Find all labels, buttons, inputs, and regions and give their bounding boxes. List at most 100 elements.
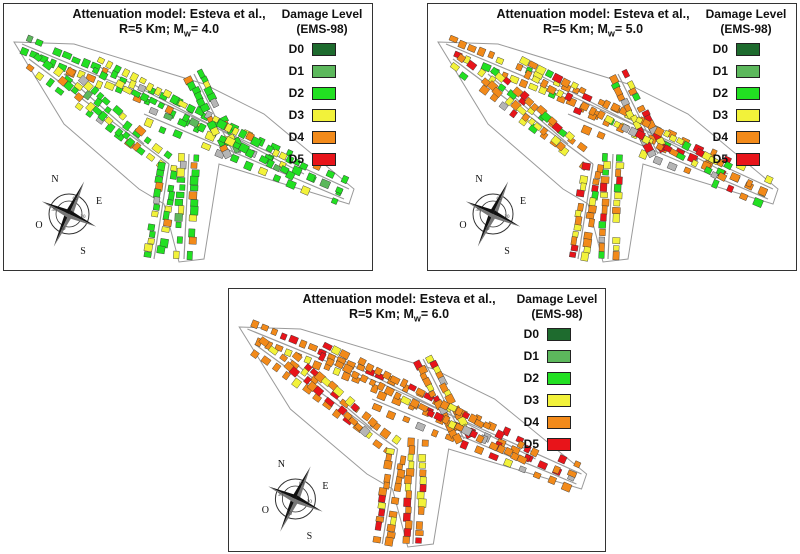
map-panel-mw6: N E S O 60 30 60 30 Attenuation model: Esteva e… <box>228 288 606 552</box>
building-d4 <box>610 102 621 113</box>
building-d4 <box>65 66 77 78</box>
building-unclassified <box>415 421 426 432</box>
building-d2 <box>189 184 199 192</box>
building-unclassified <box>359 425 371 438</box>
building-d3 <box>177 153 185 162</box>
building-d5 <box>621 68 631 79</box>
building-d4 <box>311 360 322 371</box>
damage-legend: Damage Level (EMS-98) D0 D1 D2 D3 D4 D5 <box>509 292 605 454</box>
building-d4 <box>524 96 535 107</box>
building-d4 <box>580 124 593 136</box>
building-d4 <box>260 323 270 332</box>
building-d4 <box>602 99 612 110</box>
building-d4 <box>405 506 412 514</box>
building-d3 <box>508 74 520 85</box>
town-outline <box>238 326 588 548</box>
legend-item-d2: D2 <box>274 83 370 103</box>
legend-item-d3: D3 <box>698 105 794 125</box>
building-d2 <box>330 197 339 205</box>
legend-item-d3: D3 <box>509 390 605 410</box>
building-d4 <box>592 178 600 186</box>
building-d4 <box>419 469 427 477</box>
building-d4 <box>576 141 588 153</box>
building-d3 <box>224 122 234 133</box>
compass-point <box>268 486 298 499</box>
building-d3 <box>535 64 547 76</box>
legend-swatch <box>736 152 760 166</box>
building-d4 <box>404 475 412 485</box>
legend-swatch <box>547 415 571 429</box>
legend-swatch <box>736 42 760 56</box>
building-d4 <box>409 398 421 409</box>
building-d2 <box>80 58 91 69</box>
building-d2 <box>179 184 186 191</box>
building-d4 <box>348 416 359 427</box>
legend-item-d0: D0 <box>274 39 370 59</box>
building-d4 <box>588 218 595 228</box>
building-d2 <box>98 70 109 81</box>
building-d4 <box>738 192 749 201</box>
building-d3 <box>613 245 620 251</box>
building-d2 <box>34 38 44 47</box>
building-d4 <box>488 441 499 452</box>
building-d4 <box>25 63 35 73</box>
building-d4 <box>334 360 345 370</box>
building-d2 <box>113 64 122 74</box>
legend-swatch <box>736 86 760 100</box>
building-d5 <box>469 429 479 439</box>
building-d4 <box>405 520 413 530</box>
building-d3 <box>330 345 342 356</box>
building-d3 <box>143 243 154 253</box>
building-d4 <box>385 410 397 421</box>
building-d2 <box>218 134 227 144</box>
building-d4 <box>372 535 382 544</box>
street-line <box>567 113 769 200</box>
building-d3 <box>188 214 197 222</box>
building-d3 <box>153 86 163 97</box>
legend-swatch <box>547 371 571 385</box>
building-d2 <box>52 47 63 58</box>
building-d4 <box>612 207 621 215</box>
building-unclassified <box>179 160 187 170</box>
building-d3 <box>129 72 140 83</box>
legend-item-d0: D0 <box>509 324 605 344</box>
building-d4 <box>342 363 354 375</box>
building-d2 <box>124 137 136 148</box>
building-d4 <box>393 391 402 401</box>
building-d4 <box>599 228 606 237</box>
compass-point <box>477 212 493 247</box>
building-d3 <box>385 447 395 455</box>
compass-point <box>69 181 85 216</box>
legend-label: D3 <box>523 393 539 407</box>
building-d4 <box>188 236 197 245</box>
building-d4 <box>384 536 394 547</box>
building-d3 <box>209 126 220 137</box>
compass-north-label: N <box>475 174 482 185</box>
legend-label: D2 <box>288 86 304 100</box>
compass-point <box>465 201 495 214</box>
building-d2 <box>299 161 309 171</box>
building-d3 <box>145 152 156 162</box>
building-d2 <box>114 127 124 137</box>
legend-swatch <box>312 130 336 144</box>
building-d3 <box>614 191 623 200</box>
street-line <box>247 328 383 385</box>
building-unclassified <box>153 196 161 205</box>
building-d4 <box>415 387 426 397</box>
building-d2 <box>613 183 622 193</box>
building-d4 <box>594 171 602 180</box>
building-d4 <box>616 93 626 102</box>
building-d3 <box>407 453 414 461</box>
building-d3 <box>278 151 288 161</box>
legend-label: D4 <box>288 130 304 144</box>
legend-label: D1 <box>288 64 304 78</box>
building-d4 <box>574 215 583 226</box>
building-d2 <box>340 174 350 185</box>
building-d3 <box>580 251 590 262</box>
compass-point <box>69 210 97 227</box>
legend-label: D2 <box>712 86 728 100</box>
building-d4 <box>627 87 638 96</box>
building-d2 <box>675 152 686 161</box>
compass-ring-label: 60 <box>299 482 305 487</box>
building-d3 <box>96 56 106 65</box>
